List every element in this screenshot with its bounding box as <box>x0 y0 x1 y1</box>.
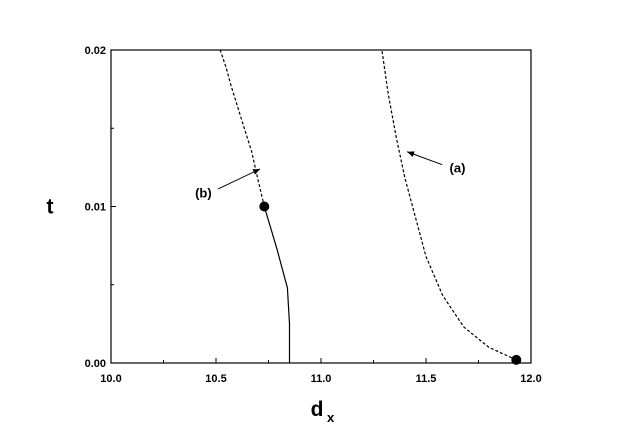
series-line-0 <box>381 49 517 361</box>
series-line-1 <box>219 49 265 207</box>
x-tick-label: 11.5 <box>416 373 437 385</box>
series-marker-0 <box>511 354 522 365</box>
y-axis-label: t <box>47 196 54 219</box>
x-tick-label: 10.5 <box>205 373 226 385</box>
y-tick-label: 0.01 <box>85 202 106 214</box>
series-line-2 <box>263 206 291 363</box>
plot-frame <box>110 49 532 364</box>
x-tick-label: 10.0 <box>100 373 121 385</box>
x-tick-label: 12.0 <box>520 373 541 385</box>
annotation-arrow <box>406 151 443 166</box>
y-tick-label: 0.02 <box>85 45 106 57</box>
annotation-arrow <box>217 168 261 190</box>
x-tick-label: 11.0 <box>311 373 332 385</box>
annotation-label: (b) <box>195 185 212 200</box>
x-axis-label: d <box>311 398 324 421</box>
annotation-label: (a) <box>450 160 466 175</box>
y-tick-label: 0.00 <box>85 358 106 370</box>
x-axis-label-subscript: x <box>327 410 335 425</box>
